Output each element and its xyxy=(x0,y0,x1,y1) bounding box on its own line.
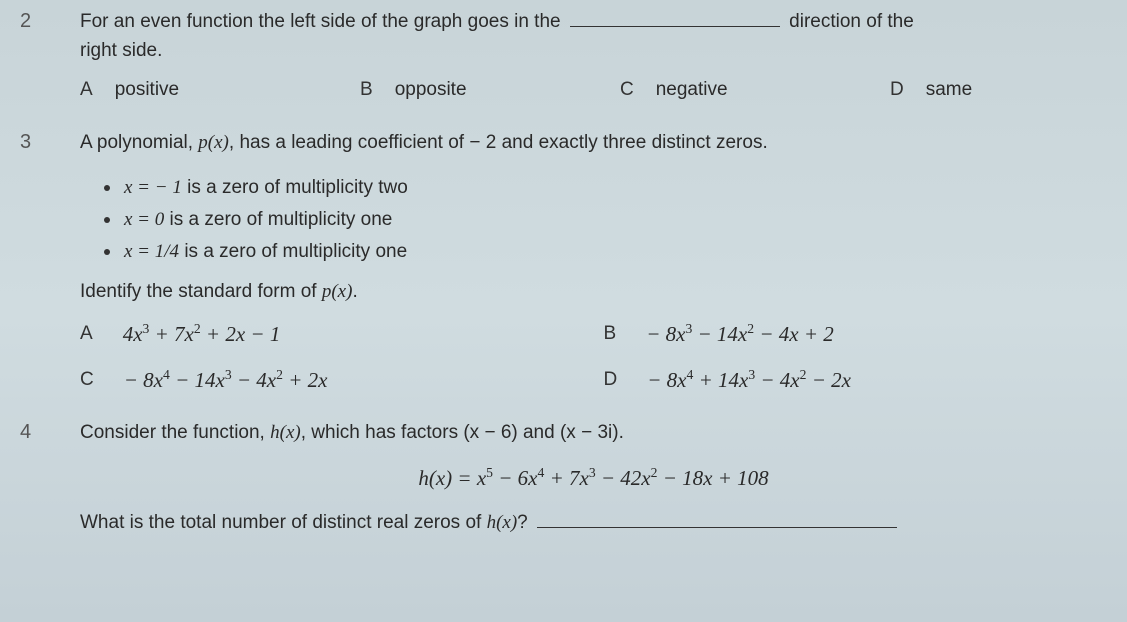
question-body: For an even function the left side of th… xyxy=(80,8,1107,111)
choice-letter: A xyxy=(80,79,93,101)
fill-blank[interactable] xyxy=(537,509,897,528)
choice-text: positive xyxy=(115,79,179,101)
choice-c[interactable]: C − 8x4 − 14x3 − 4x2 + 2x xyxy=(80,367,584,393)
choice-b[interactable]: B − 8x3 − 14x2 − 4x + 2 xyxy=(604,321,1108,347)
bullet-item: x = 0 is a zero of multiplicity one xyxy=(104,204,1107,236)
question-number: 2 xyxy=(20,8,80,111)
formula: h(x) = x5 − 6x4 + 7x3 − 42x2 − 18x + 108 xyxy=(80,465,1107,491)
choice-letter: D xyxy=(890,79,904,101)
identify-line: Identify the standard form of p(x). xyxy=(80,278,1107,307)
choice-expr: − 8x4 + 14x3 − 4x2 − 2x xyxy=(647,367,851,393)
bullet-item: x = 1/4 is a zero of multiplicity one xyxy=(104,236,1107,268)
math-expr: x = 1/4 xyxy=(124,241,179,262)
choice-c[interactable]: C negative xyxy=(620,79,890,101)
choices-grid: A 4x3 + 7x2 + 2x − 1 B − 8x3 − 14x2 − 4x… xyxy=(80,321,1107,393)
question-3: 3 A polynomial, p(x), has a leading coef… xyxy=(20,129,1107,393)
stem-text: direction of the xyxy=(789,11,914,32)
bullet-dot-icon xyxy=(104,217,110,223)
choice-b[interactable]: B opposite xyxy=(360,79,620,101)
math-hx: h(x) xyxy=(270,422,301,443)
question-stem: A polynomial, p(x), has a leading coeffi… xyxy=(80,129,1107,158)
choice-letter: C xyxy=(620,79,634,101)
bullet-text: x = − 1 is a zero of multiplicity two xyxy=(124,172,408,204)
math-hx: h(x) xyxy=(487,512,518,533)
question-stem: For an even function the left side of th… xyxy=(80,8,1107,65)
bullet-list: x = − 1 is a zero of multiplicity two x … xyxy=(104,172,1107,269)
stem-text: A polynomial, xyxy=(80,132,198,153)
choice-letter: D xyxy=(604,369,618,391)
bullet-text: x = 0 is a zero of multiplicity one xyxy=(124,204,392,236)
bullet-item: x = − 1 is a zero of multiplicity two xyxy=(104,172,1107,204)
math-px: p(x) xyxy=(322,281,353,302)
ask-line: What is the total number of distinct rea… xyxy=(80,509,1107,534)
question-4: 4 Consider the function, h(x), which has… xyxy=(20,419,1107,535)
choice-d[interactable]: D − 8x4 + 14x3 − 4x2 − 2x xyxy=(604,367,1108,393)
text: Identify the standard form of xyxy=(80,281,322,302)
choice-d[interactable]: D same xyxy=(890,79,1090,101)
text: . xyxy=(352,281,357,302)
bullet-tail: is a zero of multiplicity one xyxy=(179,241,407,262)
math-px: p(x) xyxy=(198,132,229,153)
choice-a[interactable]: A positive xyxy=(80,79,360,101)
bullet-text: x = 1/4 is a zero of multiplicity one xyxy=(124,236,407,268)
question-body: Consider the function, h(x), which has f… xyxy=(80,419,1107,535)
bullet-dot-icon xyxy=(104,249,110,255)
choice-text: negative xyxy=(656,79,728,101)
choice-expr: − 8x3 − 14x2 − 4x + 2 xyxy=(646,321,834,347)
math-expr: x = 0 xyxy=(124,209,164,230)
bullet-dot-icon xyxy=(104,185,110,191)
stem-text: , has a leading coefficient of − 2 and e… xyxy=(229,132,768,153)
text: What is the total number of distinct rea… xyxy=(80,512,487,533)
text: ? xyxy=(517,512,528,533)
bullet-tail: is a zero of multiplicity two xyxy=(182,177,408,198)
choice-a[interactable]: A 4x3 + 7x2 + 2x − 1 xyxy=(80,321,584,347)
question-number: 4 xyxy=(20,419,80,535)
bullet-tail: is a zero of multiplicity one xyxy=(164,209,392,230)
choice-text: same xyxy=(926,79,972,101)
choice-expr: − 8x4 − 14x3 − 4x2 + 2x xyxy=(124,367,328,393)
choice-text: opposite xyxy=(395,79,467,101)
choices-row: A positive B opposite C negative D same xyxy=(80,79,1107,101)
question-number: 3 xyxy=(20,129,80,393)
choice-letter: B xyxy=(604,323,617,345)
math-expr: x = − 1 xyxy=(124,177,182,198)
choice-letter: B xyxy=(360,79,373,101)
choice-letter: A xyxy=(80,323,93,345)
stem-text: , which has factors (x − 6) and (x − 3i)… xyxy=(301,422,624,443)
question-2: 2 For an even function the left side of … xyxy=(20,8,1107,111)
choice-expr: 4x3 + 7x2 + 2x − 1 xyxy=(123,321,281,347)
stem-text: For an even function the left side of th… xyxy=(80,11,561,32)
fill-blank[interactable] xyxy=(570,8,780,27)
question-stem: Consider the function, h(x), which has f… xyxy=(80,419,1107,448)
choice-letter: C xyxy=(80,369,94,391)
stem-text: Consider the function, xyxy=(80,422,270,443)
stem-text: right side. xyxy=(80,40,162,61)
question-body: A polynomial, p(x), has a leading coeffi… xyxy=(80,129,1107,393)
